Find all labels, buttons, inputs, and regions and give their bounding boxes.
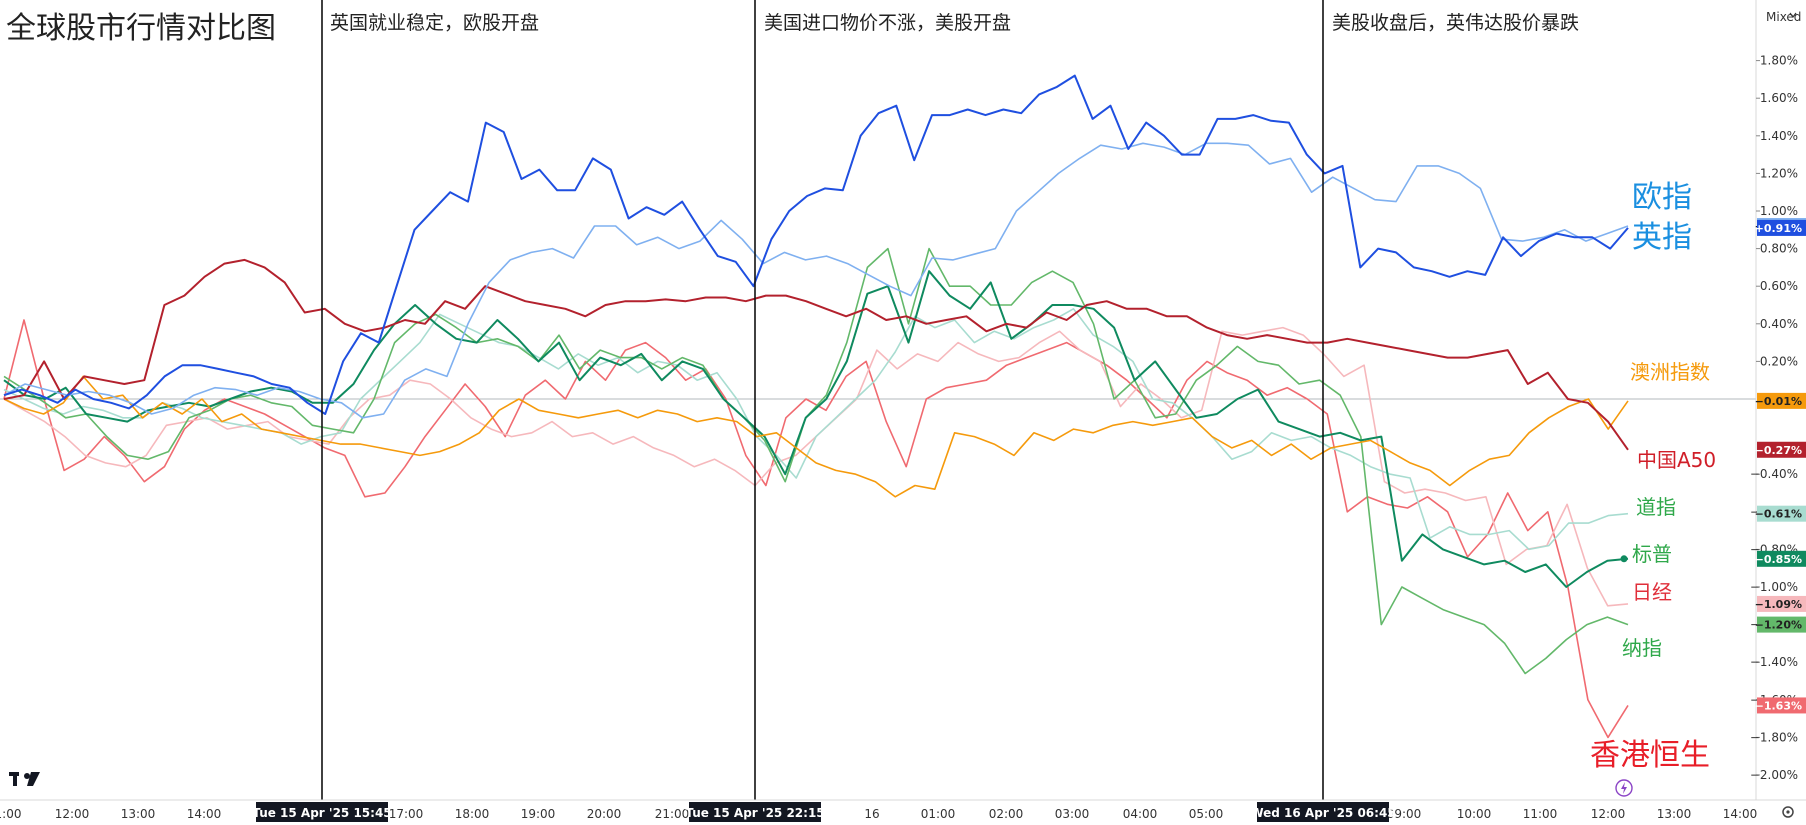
series-line-标普 — [3, 270, 1629, 588]
chart-title: 全球股市行情对比图 — [6, 11, 276, 46]
y-tick-label: 0.60% — [1760, 279, 1798, 293]
last-value-text: +0.91% — [1755, 222, 1802, 235]
y-tick-label: 1.60% — [1760, 91, 1798, 105]
annotation-us-open: 美国进口物价不涨，美股开盘 — [764, 12, 1011, 34]
highlighted-time-label: Tue 15 Apr '25 15:45 — [252, 806, 391, 820]
highlighted-time-badge — [256, 802, 388, 822]
time-tick-label: 18:00 — [455, 807, 490, 821]
tradingview-logo — [9, 772, 40, 786]
time-tick-label: 12:00 — [1591, 807, 1626, 821]
time-tick-label: 04:00 — [1123, 807, 1158, 821]
y-tick-label: −1.80% — [1750, 730, 1798, 744]
time-tick-label: 17:00 — [389, 807, 424, 821]
scale-mode-label: Mixed — [1766, 10, 1801, 24]
last-value-badge — [1757, 616, 1806, 633]
last-value-text: −0.01% — [1755, 395, 1802, 408]
last-value-badge — [1757, 697, 1806, 714]
lightning-icon[interactable] — [1615, 779, 1633, 797]
y-tick-label: −0.40% — [1750, 467, 1798, 481]
time-tick-label: 14:00 — [187, 807, 222, 821]
highlighted-time-badge — [1257, 802, 1389, 822]
time-axis: 1:00 12:00 13:00 14:00 17:00 18:00 19:00 20:00 2… — [0, 802, 1757, 822]
price-axis: 1.80% 1.60% 1.40% 1.20% 1.00% 0.80% 0.60% 0.40%… — [1750, 54, 1798, 782]
series-line-日经 — [3, 326, 1629, 607]
series-label: 中国A50 — [1637, 448, 1716, 472]
annotation-nvidia-drop: 美股收盘后，英伟达股价暴跌 — [1332, 12, 1579, 34]
time-tick-label: 20:00 — [587, 807, 622, 821]
highlighted-time-badge — [689, 802, 821, 822]
last-value-badge — [1757, 219, 1806, 236]
series-line-欧指 — [3, 142, 1629, 419]
series-label: 道指 — [1636, 495, 1676, 519]
time-tick-label: 21:00 — [655, 807, 690, 821]
series-label: 英指 — [1632, 220, 1692, 255]
time-tick-label: 19:00 — [521, 807, 556, 821]
time-tick-label: 12:00 — [55, 807, 90, 821]
series-line-香港恒生 — [3, 319, 1629, 739]
last-value-text: −1.20% — [1755, 619, 1802, 632]
series-end-dot — [1620, 555, 1628, 563]
y-tick-label: −1.00% — [1750, 580, 1798, 594]
series-line-中国A50 — [3, 258, 1629, 451]
last-value-badge — [1757, 550, 1806, 567]
y-tick-label: 0.20% — [1760, 354, 1798, 368]
last-value-text: −0.27% — [1755, 444, 1802, 457]
time-tick-label: 03:00 — [1055, 807, 1090, 821]
time-tick-label: 01:00 — [921, 807, 956, 821]
series-label: 日经 — [1632, 580, 1672, 604]
series-label: 澳洲指数 — [1630, 360, 1710, 384]
time-tick-label: 11:00 — [1523, 807, 1558, 821]
y-tick-label: 0.80% — [1760, 242, 1798, 256]
last-value-text: −1.63% — [1755, 699, 1802, 712]
highlighted-time-label: Wed 16 Apr '25 06:45 — [1250, 806, 1395, 820]
gear-icon[interactable] — [1782, 806, 1794, 818]
time-tick-label: 10:00 — [1457, 807, 1492, 821]
y-tick-label: 1.40% — [1760, 129, 1798, 143]
time-tick-label: 13:00 — [1657, 807, 1692, 821]
time-tick-label: 13:00 — [121, 807, 156, 821]
last-value-badge — [1757, 595, 1806, 612]
time-tick-label: 16 — [864, 807, 879, 821]
series-lines — [3, 74, 1629, 739]
series-line-英指 — [3, 74, 1629, 415]
last-value-badges: +0.92%+0.91%−0.01%−0.27%−0.61%−0.85%−1.0… — [1755, 218, 1806, 714]
series-line-澳洲指数 — [3, 375, 1629, 498]
event-markers — [321, 0, 1324, 800]
scale-mode-button[interactable] — [1760, 6, 1802, 28]
last-value-text: −1.09% — [1755, 598, 1802, 611]
y-tick-label: −2.00% — [1750, 768, 1798, 782]
series-label: 香港恒生 — [1590, 738, 1710, 773]
chevron-down-icon[interactable] — [1789, 12, 1797, 18]
last-value-text: −0.85% — [1755, 553, 1802, 566]
last-value-badge — [1757, 505, 1806, 522]
time-tick-label: 1:00 — [0, 807, 21, 821]
last-value-text: −0.61% — [1755, 508, 1802, 521]
last-value-badge — [1757, 441, 1806, 458]
time-tick-label: 02:00 — [989, 807, 1024, 821]
series-label: 标普 — [1632, 542, 1672, 566]
y-tick-label: 1.00% — [1760, 204, 1798, 218]
y-tick-label: 1.20% — [1760, 166, 1798, 180]
last-value-badge — [1757, 392, 1806, 409]
y-tick-label: −1.40% — [1750, 655, 1798, 669]
annotation-eu-open: 英国就业稳定，欧股开盘 — [330, 12, 539, 34]
series-label: 欧指 — [1632, 180, 1692, 215]
y-tick-label: 1.80% — [1760, 54, 1798, 68]
lightning-bolt — [1621, 782, 1627, 794]
highlighted-time-label: Tue 15 Apr '25 22:15 — [685, 806, 824, 820]
time-tick-label: 14:00 — [1723, 807, 1758, 821]
time-tick-label: 05:00 — [1189, 807, 1224, 821]
series-line-纳指 — [3, 247, 1629, 675]
time-tick-label: 09:00 — [1387, 807, 1422, 821]
series-label: 纳指 — [1622, 636, 1662, 660]
y-tick-label: 0.40% — [1760, 317, 1798, 331]
gear-icon-center — [1786, 810, 1790, 814]
